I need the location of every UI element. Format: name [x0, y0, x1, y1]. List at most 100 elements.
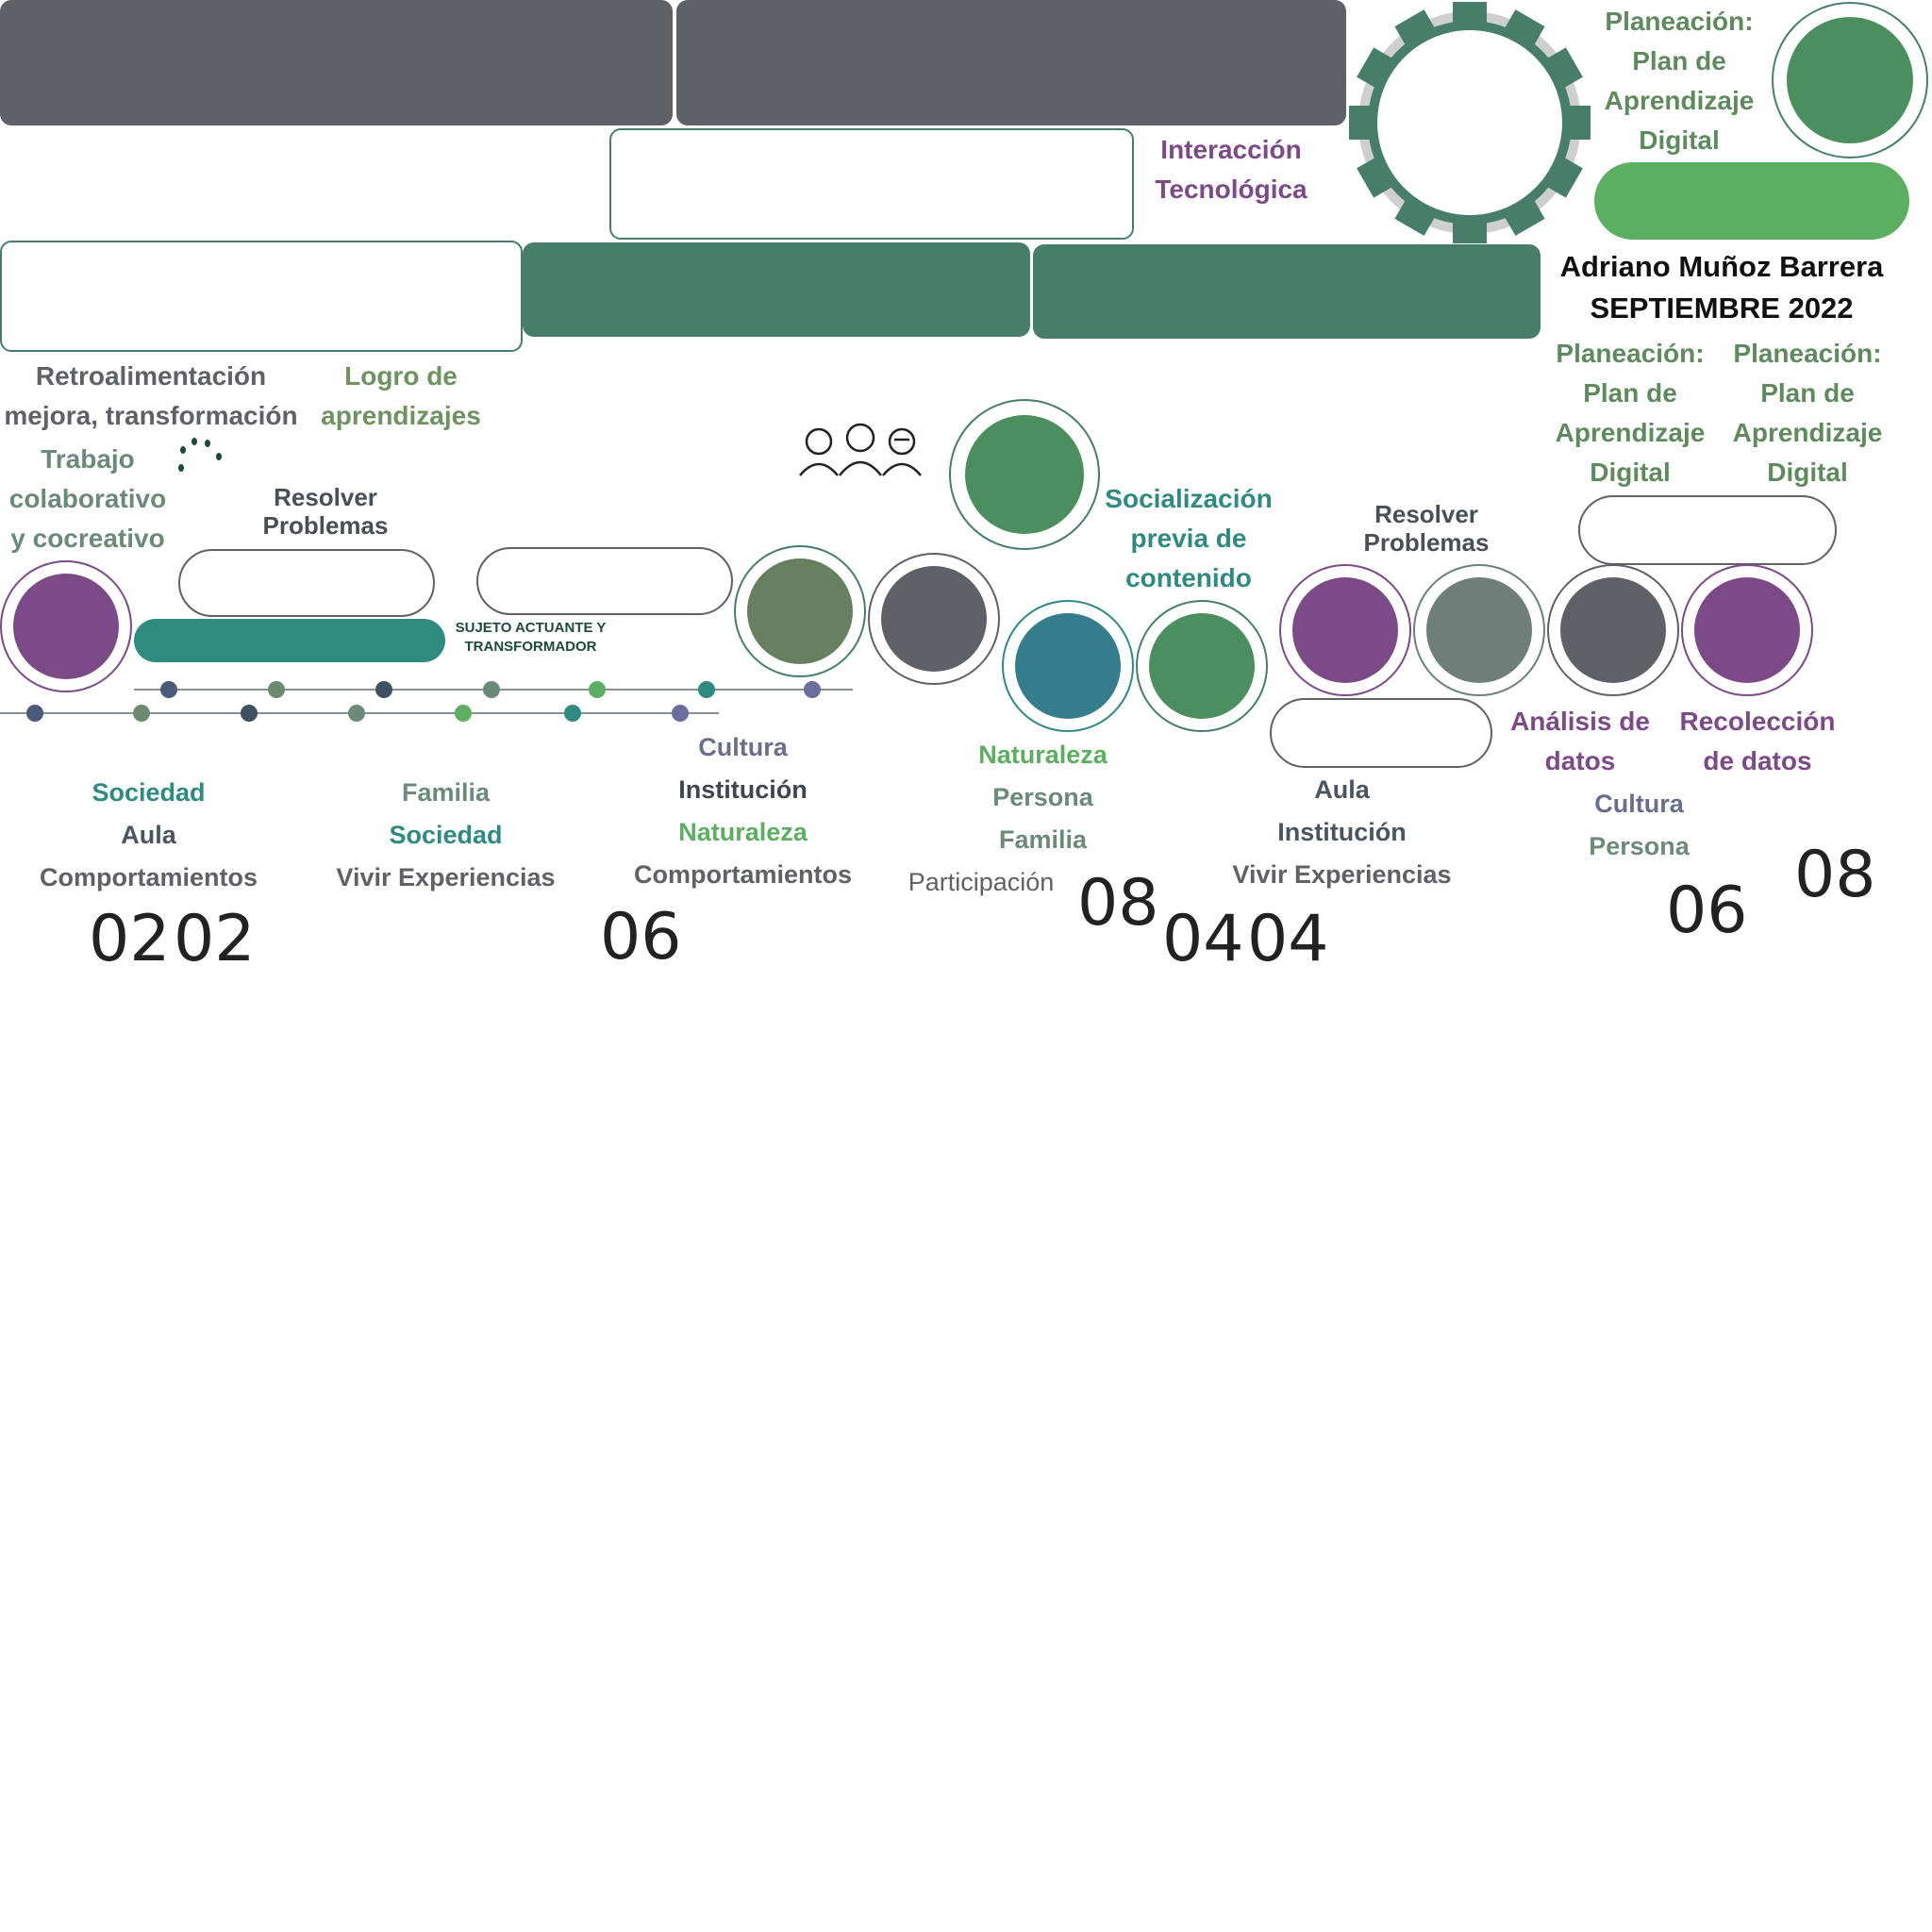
timeline-dot: [268, 681, 285, 698]
column-4: Naturaleza Persona Familia: [904, 734, 1182, 861]
top-right-circle-core: [1787, 17, 1913, 143]
number-8: 08: [1794, 838, 1876, 912]
c3-naturaleza: Naturaleza: [678, 818, 808, 846]
socializacion-line3: contenido: [1125, 563, 1252, 592]
circle-dark: [1547, 564, 1679, 696]
c5-aula: Aula: [1314, 775, 1370, 804]
c5-institucion: Institución: [1277, 818, 1407, 846]
planeacion-top-line3: Aprendizaje: [1604, 86, 1755, 115]
resolver-left-label: Resolver Problemas: [231, 483, 420, 540]
sujeto-label: SUJETO ACTUANTE Y TRANSFORMADOR: [443, 619, 618, 657]
timeline-dot: [564, 705, 581, 722]
timeline-dot: [698, 681, 715, 698]
planeacion-right-line1: Planeación:: [1733, 339, 1882, 368]
circle-gray: [868, 553, 1000, 685]
resolver-right-label: Resolver Problemas: [1332, 500, 1521, 557]
number-1: 02: [89, 902, 171, 976]
trabajo-line2: colaborativo: [8, 484, 167, 513]
pill-mid: [476, 547, 733, 615]
circle-slate: [1413, 564, 1545, 696]
timeline-dot: [160, 681, 177, 698]
planeacion-left-line4: Digital: [1590, 458, 1671, 487]
c3-cultura: Cultura: [698, 733, 788, 761]
sujeto-pill: [134, 619, 445, 662]
pill-resolver-left: [178, 549, 435, 617]
c2-familia: Familia: [401, 778, 491, 807]
top-right-circle: [1772, 2, 1928, 158]
planeacion-left: Planeación: Plan de Aprendizaje Digital: [1536, 334, 1724, 492]
planeacion-left-line1: Planeación:: [1556, 339, 1705, 368]
c1-aula: Aula: [121, 821, 176, 849]
circle-teal: [1002, 600, 1134, 732]
trabajo-label: Trabajo colaborativo y cocreativo: [0, 440, 175, 558]
column-2: Familia Sociedad Vivir Experiencias: [316, 772, 575, 899]
gear-tooth: [1541, 154, 1583, 198]
circle-purple-right-core: [1694, 577, 1800, 683]
circle-green-core: [1149, 613, 1255, 719]
interaccion-line1: Interacción: [1160, 135, 1302, 164]
circle-purple-left-core: [13, 574, 119, 679]
c5-vivir: Vivir Experiencias: [1232, 860, 1452, 889]
pill-right-top: [1578, 495, 1837, 565]
resolver-right-line1: Resolver: [1374, 500, 1478, 528]
circle-purple-right: [1681, 564, 1813, 696]
planeacion-top-line4: Digital: [1639, 125, 1720, 155]
column-3: Cultura Institución Naturaleza Comportam…: [613, 726, 873, 896]
number-7: 06: [1666, 874, 1748, 948]
trabajo-line1: Trabajo: [41, 444, 135, 474]
sujeto-line2: TRANSFORMADOR: [464, 639, 597, 655]
resolver-right-line2: Problemas: [1363, 528, 1490, 557]
sparkle-icon: [178, 438, 222, 472]
gear-tooth: [1357, 47, 1399, 92]
number-3: 06: [600, 900, 682, 974]
c1-sociedad: Sociedad: [92, 778, 206, 807]
timeline-dot: [455, 705, 472, 722]
circle-olive: [734, 545, 866, 677]
socializacion-label: Socialización previa de contenido: [1094, 479, 1283, 598]
green-pill: [1594, 162, 1909, 240]
number-4: 08: [1077, 866, 1159, 941]
circle-socializacion: [949, 399, 1100, 550]
planeacion-right-line3: Aprendizaje: [1732, 418, 1883, 447]
c1-comportamientos: Comportamientos: [39, 863, 258, 891]
planeacion-left-line3: Aprendizaje: [1555, 418, 1706, 447]
c6-persona: Persona: [1589, 832, 1690, 860]
gear-tooth: [1357, 154, 1399, 198]
circle-purple-left: [0, 560, 132, 692]
socializacion-line2: previa de: [1130, 524, 1247, 553]
planeacion-right-line2: Plan de: [1760, 378, 1855, 408]
gear-tooth: [1501, 193, 1545, 236]
circle-olive-core: [747, 558, 853, 664]
sujeto-line1: SUJETO ACTUANTE Y: [455, 620, 607, 636]
number-2: 02: [174, 902, 256, 976]
retroalimentacion-label: Retroalimentación mejora, transformación: [0, 357, 302, 436]
circle-purple-mid: [1279, 564, 1411, 696]
c4-participacion: Participación: [908, 868, 1055, 896]
top-bar-right: [676, 0, 1346, 125]
resolver-left-line2: Problemas: [262, 511, 389, 540]
gear-tooth: [1394, 193, 1439, 236]
number-5: 04: [1162, 902, 1244, 976]
c3-institucion: Institución: [678, 775, 808, 804]
gear-tooth: [1501, 9, 1545, 52]
planeacion-right: Planeación: Plan de Aprendizaje Digital: [1713, 334, 1902, 492]
circle-socializacion-core: [965, 415, 1084, 534]
planeacion-top-line1: Planeación:: [1605, 7, 1754, 36]
trabajo-line3: y cocreativo: [10, 524, 165, 553]
column-6: Cultura Persona: [1509, 783, 1769, 868]
analisis-line2: datos: [1544, 746, 1616, 775]
green-bar-right: [1033, 244, 1541, 339]
gear-tooth: [1394, 9, 1439, 52]
people-icon: [799, 423, 922, 476]
timeline-dot: [804, 681, 821, 698]
logro-label: Logro de aprendizajes: [311, 357, 491, 436]
interaccion-line2: Tecnológica: [1155, 175, 1307, 204]
planeacion-left-line2: Plan de: [1583, 378, 1677, 408]
pill-aula: [1270, 698, 1492, 768]
planeacion-right-line4: Digital: [1767, 458, 1848, 487]
circle-purple-mid-core: [1292, 577, 1398, 683]
analisis-line1: Análisis de: [1510, 707, 1650, 736]
recoleccion-line1: Recolección: [1679, 707, 1836, 736]
resolver-left-line1: Resolver: [274, 483, 377, 511]
author-name: Adriano Muñoz Barrera: [1559, 250, 1884, 283]
